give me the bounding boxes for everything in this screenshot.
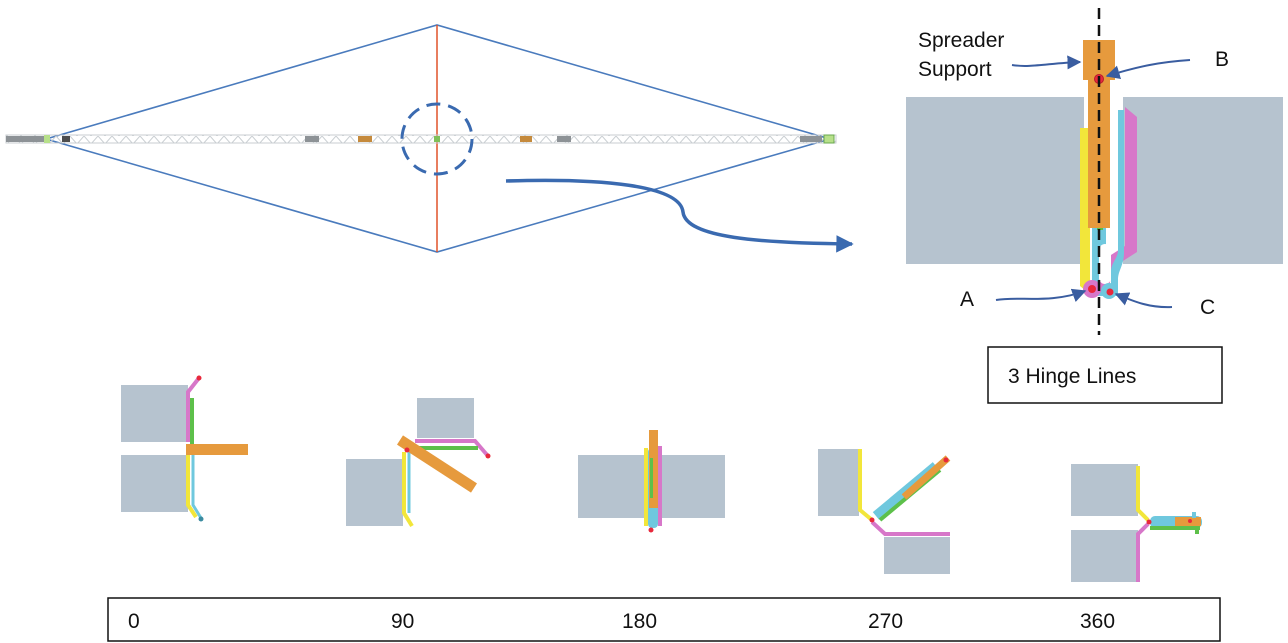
deployed-truss-overview <box>5 24 854 253</box>
spreader-arm <box>1175 517 1201 526</box>
beam-segment-dark <box>557 136 571 142</box>
arrow-to-spreader <box>1011 55 1082 70</box>
magenta-hinge-arm <box>1098 107 1137 296</box>
angle-tick-360: 360 <box>1080 610 1115 633</box>
hinge-marker <box>520 136 532 142</box>
cyan-arm <box>191 455 203 519</box>
label-a: A <box>960 288 974 311</box>
hinge-lines-box <box>987 346 1223 404</box>
pin <box>196 375 202 381</box>
pin <box>1146 519 1152 525</box>
slot-gap <box>1099 244 1111 284</box>
pin <box>485 453 491 459</box>
sequence-step-360 <box>1071 464 1202 582</box>
spreader-arm <box>186 444 248 455</box>
beam-tip-left <box>44 135 50 143</box>
panel <box>884 537 950 574</box>
angle-tick-90: 90 <box>391 610 414 633</box>
angle-axis: 0 90 180 270 360 <box>107 597 1221 642</box>
hinge-lines-label: 3 Hinge Lines <box>1008 365 1136 388</box>
label-c: C <box>1200 296 1215 319</box>
hinge-marker <box>358 136 372 142</box>
magenta-arm <box>1136 522 1150 582</box>
sequence-step-0 <box>121 375 248 522</box>
yellow-arm <box>1136 466 1150 522</box>
green-strip <box>650 458 653 498</box>
green-arm <box>1150 526 1200 530</box>
sequence-step-180 <box>578 430 725 533</box>
label-b: B <box>1215 48 1229 71</box>
zoom-arrow <box>505 178 854 253</box>
pin-c <box>1106 288 1114 296</box>
beam-segment-dark <box>305 136 319 142</box>
yellow-arm <box>858 449 874 522</box>
sequence-step-90 <box>346 398 491 528</box>
arrow-to-c <box>1114 292 1173 309</box>
panel-right <box>1123 97 1283 264</box>
angle-tick-0: 0 <box>128 610 140 633</box>
cyan-tab <box>1192 512 1196 518</box>
angle-tick-270: 270 <box>868 610 903 633</box>
angle-axis-box <box>107 597 1221 642</box>
label-spreader: Spreader <box>918 29 1004 52</box>
magenta-arm <box>415 439 490 458</box>
panel <box>417 398 474 438</box>
panel <box>121 385 188 442</box>
spreader-arm <box>649 430 658 508</box>
arrow-to-a <box>995 288 1087 302</box>
detail-callout-circle <box>400 102 474 176</box>
pin-a <box>1088 285 1096 293</box>
pin <box>648 527 654 533</box>
yellow-arm <box>644 448 648 526</box>
panel <box>121 455 188 512</box>
beam-tip-right <box>823 134 835 144</box>
yellow-arm <box>402 452 414 528</box>
pin <box>869 517 875 523</box>
hinge-marker <box>434 136 440 142</box>
hinge-detail: Spreader Support B A C 3 Hinge Lines <box>906 8 1283 404</box>
spreader-arm <box>397 435 477 493</box>
magenta-arm <box>658 446 662 526</box>
angle-tick-180: 180 <box>622 610 657 633</box>
panel <box>818 449 859 516</box>
pin <box>943 457 949 463</box>
beam-end-left <box>6 136 44 142</box>
panel <box>1071 530 1138 582</box>
yellow-arm <box>186 455 198 519</box>
panel-left <box>906 97 1084 264</box>
pin <box>404 447 410 453</box>
magenta-arm <box>870 520 950 536</box>
truss-beam <box>5 134 837 144</box>
magenta-arm <box>186 376 201 442</box>
green-tab <box>1195 528 1199 534</box>
panel <box>578 455 645 518</box>
pin <box>198 516 204 522</box>
arrow-to-b <box>1105 59 1191 80</box>
label-support: Support <box>918 58 992 81</box>
pin <box>1188 519 1192 523</box>
sequence-step-270 <box>818 449 951 574</box>
panel <box>1071 464 1138 516</box>
panel <box>659 455 725 518</box>
spreader-arm <box>901 455 951 500</box>
panel <box>346 459 403 526</box>
beam-end-right <box>800 136 822 142</box>
hinge-marker <box>62 136 70 142</box>
